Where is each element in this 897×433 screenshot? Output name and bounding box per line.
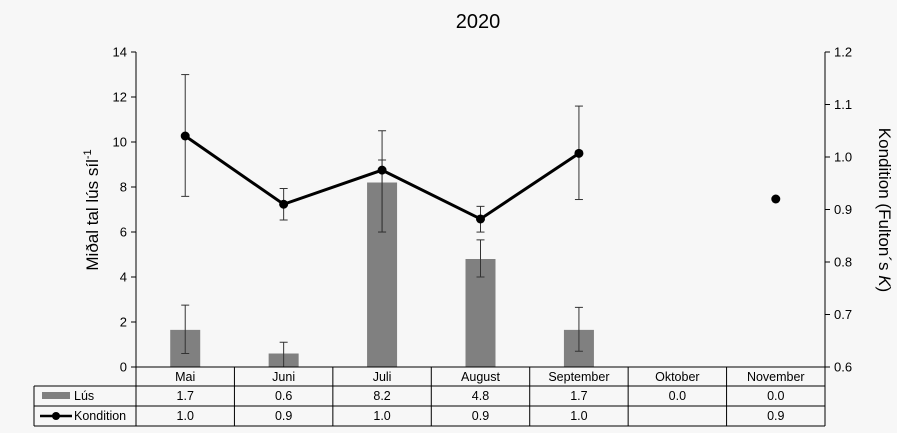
y-left-tick-label: 4: [120, 270, 127, 285]
y-right-tick-label: 0.7: [834, 307, 852, 322]
y-axis-left-label: Miðal tal lús síl-1: [82, 149, 102, 270]
table-value-lus: 1.7: [177, 389, 194, 403]
x-category-label: Juli: [373, 370, 392, 384]
y-left-tick-label: 10: [113, 135, 127, 150]
x-category-label: November: [747, 370, 805, 384]
y-right-tick-label: 1.1: [834, 97, 852, 112]
y-left-tick-label: 2: [120, 315, 127, 330]
y-left-tick-label: 12: [113, 90, 127, 105]
x-category-label: Oktober: [655, 370, 699, 384]
table-value-lus: 0.0: [669, 389, 686, 403]
y-left-tick-label: 8: [120, 180, 127, 195]
y-right-tick-label: 1.0: [834, 150, 852, 165]
table-value-lus: 4.8: [472, 389, 489, 403]
y-left-tick-label: 0: [120, 360, 127, 375]
table-value-kondition: 1.0: [373, 409, 390, 423]
y-axis-left-label-superscript: -1: [82, 149, 94, 159]
x-category-label: September: [548, 370, 609, 384]
x-category-label: Mai: [175, 370, 195, 384]
line-point-kondition: [476, 214, 485, 224]
legend-label-kondition: Kondition: [74, 409, 126, 423]
legend-label-lus: Lús: [74, 389, 94, 403]
table-value-lus: 0.0: [767, 389, 784, 403]
x-category-label: Juni: [272, 370, 295, 384]
table-value-lus: 1.7: [570, 389, 587, 403]
legend-key-lus: [42, 392, 70, 399]
table-value-kondition: 1.0: [177, 409, 194, 423]
line-point-kondition: [180, 131, 190, 141]
legend-key-kondition-marker: [52, 412, 60, 420]
line-point-kondition: [279, 199, 289, 209]
y-left-tick-label: 14: [113, 45, 127, 60]
table-value-lus: 8.2: [373, 389, 390, 403]
line-point-kondition: [574, 148, 584, 158]
table-value-kondition: 0.9: [275, 409, 292, 423]
line-point-kondition: [771, 194, 781, 204]
line-point-kondition: [377, 165, 387, 175]
y-right-tick-label: 1.2: [834, 45, 852, 60]
y-right-tick-label: 0.8: [834, 255, 852, 270]
y-axis-right-label-italic: K: [875, 275, 894, 287]
y-axis-right-label: Kondition (Fulton´s K): [875, 128, 894, 292]
y-right-tick-label: 0.6: [834, 360, 852, 375]
table-value-kondition: 0.9: [767, 409, 784, 423]
y-left-tick-label: 6: [120, 225, 127, 240]
table-value-kondition: 0.9: [472, 409, 489, 423]
x-category-label: August: [461, 370, 500, 384]
table-value-lus: 0.6: [275, 389, 292, 403]
table-value-kondition: 1.0: [570, 409, 587, 423]
y-right-tick-label: 0.9: [834, 202, 852, 217]
chart-title: 2020: [456, 11, 501, 33]
